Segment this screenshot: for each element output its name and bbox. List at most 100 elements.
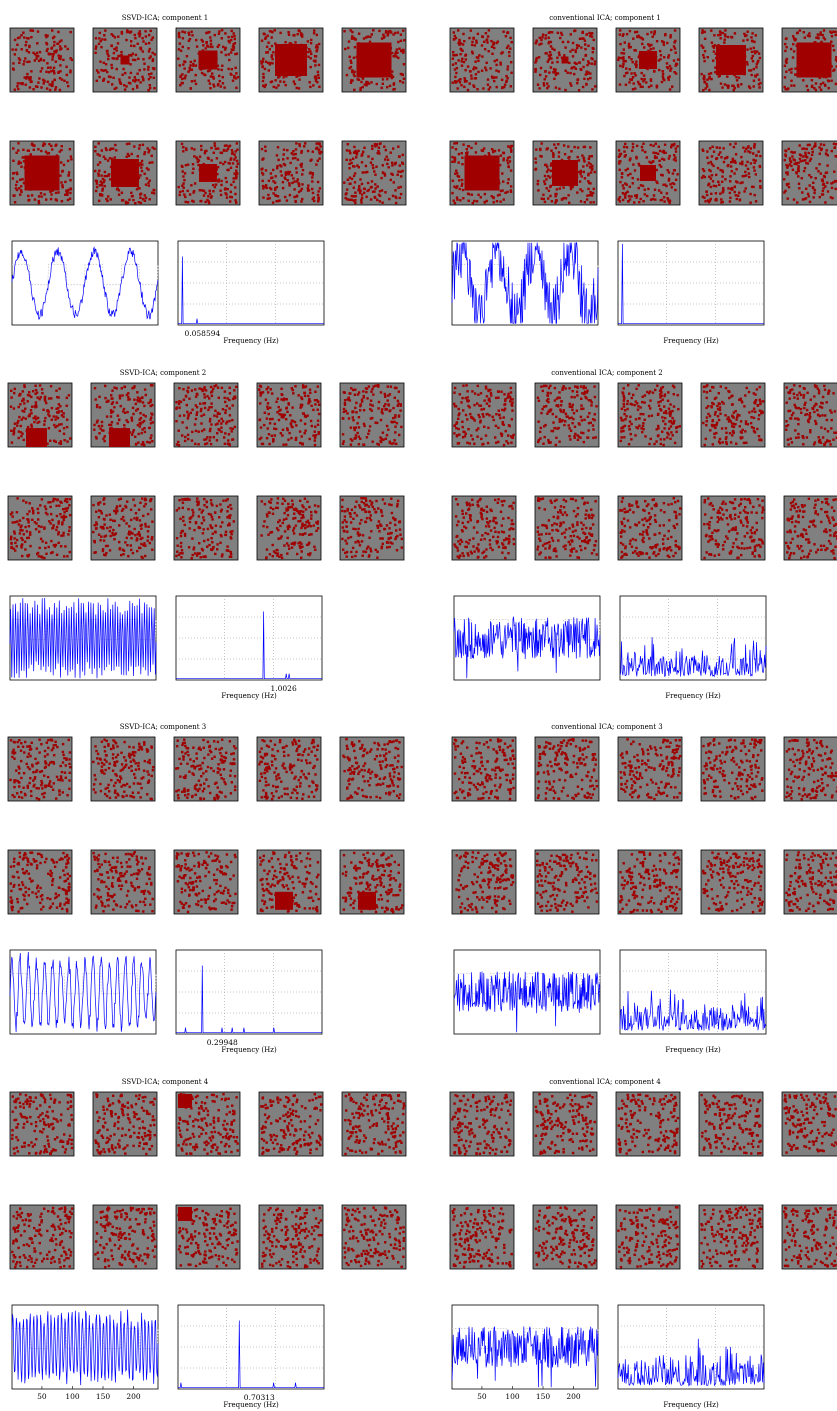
noise-voxel	[275, 427, 278, 431]
noise-voxel	[347, 46, 350, 50]
noise-voxel	[211, 547, 215, 550]
noise-voxel	[557, 155, 561, 158]
noise-voxel	[548, 40, 551, 44]
noise-voxel	[387, 166, 390, 169]
noise-voxel	[224, 176, 227, 180]
noise-voxel	[28, 414, 31, 418]
noise-voxel	[398, 433, 401, 437]
noise-voxel	[99, 510, 103, 513]
noise-voxel	[56, 395, 59, 399]
noise-voxel	[358, 184, 361, 188]
noise-voxel	[467, 428, 470, 431]
noise-voxel	[497, 70, 500, 73]
noise-voxel	[629, 45, 632, 49]
noise-voxel	[271, 58, 274, 61]
noise-voxel	[200, 422, 203, 425]
noise-voxel	[396, 31, 400, 34]
noise-voxel	[141, 75, 144, 78]
noise-voxel	[63, 499, 67, 503]
noise-voxel	[23, 384, 26, 387]
noise-voxel	[730, 47, 733, 50]
noise-voxel	[629, 78, 632, 81]
noise-voxel	[396, 399, 400, 403]
noise-voxel	[136, 42, 139, 45]
noise-voxel	[135, 518, 139, 521]
noise-voxel	[712, 164, 715, 168]
noise-voxel	[227, 53, 230, 56]
noise-voxel	[48, 169, 52, 173]
noise-voxel	[275, 86, 278, 89]
noise-voxel	[207, 45, 210, 48]
noise-voxel	[149, 404, 152, 408]
noise-voxel	[233, 395, 237, 398]
noise-voxel	[302, 510, 305, 513]
noise-voxel	[147, 41, 151, 45]
noise-voxel	[37, 59, 41, 63]
noise-voxel	[577, 170, 580, 174]
noise-voxel	[11, 521, 14, 524]
noise-voxel	[276, 167, 279, 170]
noise-voxel	[373, 56, 376, 59]
noise-voxel	[375, 144, 378, 147]
noise-voxel	[316, 408, 319, 411]
noise-voxel	[220, 417, 223, 420]
noise-voxel	[37, 511, 40, 515]
noise-voxel	[620, 51, 623, 55]
noise-voxel	[360, 400, 364, 403]
noise-voxel	[149, 499, 152, 503]
noise-voxel	[473, 85, 476, 88]
noise-voxel	[312, 196, 315, 199]
noise-voxel	[18, 415, 21, 419]
noise-voxel	[315, 142, 318, 145]
noise-voxel	[384, 158, 387, 161]
noise-voxel	[795, 44, 799, 47]
noise-voxel	[512, 433, 515, 437]
noise-voxel	[506, 68, 509, 71]
noise-voxel	[126, 544, 129, 547]
noise-voxel	[286, 72, 289, 75]
noise-voxel	[21, 554, 24, 558]
noise-voxel	[215, 157, 219, 160]
noise-voxel	[270, 176, 273, 180]
noise-voxel	[622, 187, 625, 190]
noise-voxel	[29, 533, 32, 536]
noise-voxel	[341, 498, 344, 502]
noise-voxel	[182, 146, 185, 149]
noise-voxel	[232, 397, 235, 401]
noise-voxel	[510, 71, 513, 74]
noise-voxel	[394, 52, 397, 56]
noise-voxel	[31, 172, 34, 175]
noise-voxel	[394, 416, 397, 419]
noise-voxel	[549, 169, 552, 172]
noise-voxel	[729, 175, 732, 178]
noise-voxel	[227, 439, 230, 442]
noise-voxel	[670, 186, 673, 189]
noise-voxel	[714, 66, 717, 69]
noise-voxel	[635, 155, 638, 159]
noise-voxel	[97, 172, 100, 175]
spatial-map	[7, 382, 73, 448]
noise-voxel	[591, 191, 595, 195]
noise-voxel	[584, 53, 588, 57]
noise-voxel	[474, 60, 477, 63]
noise-voxel	[589, 165, 592, 169]
noise-voxel	[116, 414, 120, 417]
noise-voxel	[356, 532, 360, 535]
noise-voxel	[58, 150, 61, 153]
noise-voxel	[130, 537, 133, 540]
noise-voxel	[626, 190, 629, 193]
noise-voxel	[553, 143, 556, 146]
noise-voxel	[506, 65, 510, 68]
noise-voxel	[785, 61, 788, 64]
noise-voxel	[123, 411, 127, 414]
noise-voxel	[45, 70, 48, 73]
noise-voxel	[635, 194, 639, 197]
noise-voxel	[56, 424, 59, 428]
noise-voxel	[185, 403, 188, 407]
noise-voxel	[300, 55, 303, 58]
spectrum-xlabel: Frequency (Hz)	[221, 692, 277, 700]
noise-voxel	[632, 82, 635, 85]
noise-voxel	[398, 196, 401, 200]
noise-voxel	[36, 156, 40, 159]
noise-voxel	[104, 396, 107, 400]
